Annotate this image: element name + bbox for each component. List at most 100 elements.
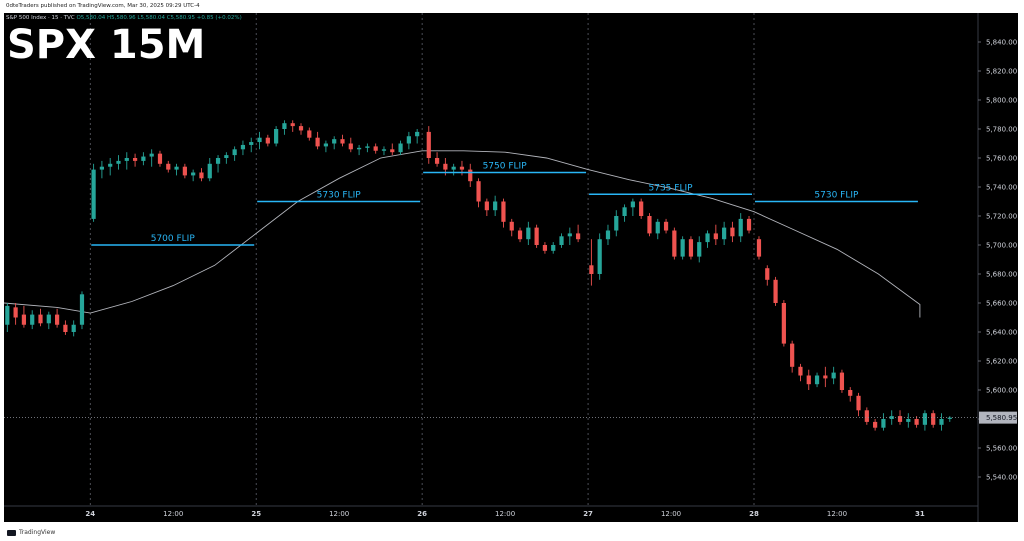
candle-body — [622, 207, 627, 216]
candle-body — [282, 123, 287, 129]
tradingview-brand: TradingView — [19, 529, 56, 536]
candle-body — [848, 390, 853, 396]
time-axis-background — [4, 506, 978, 522]
candle-body — [199, 172, 204, 179]
candle-body — [939, 419, 944, 425]
candle-body — [166, 163, 171, 170]
candle-body — [257, 137, 262, 143]
y-tick-label: 5,800.00 — [986, 97, 1017, 105]
candle-body — [182, 166, 187, 176]
candle-body — [765, 268, 770, 280]
candle-body — [116, 160, 121, 164]
candle-body — [756, 239, 762, 257]
published-text: 0dteTraders published on TradingView.com… — [6, 3, 200, 9]
candle-body — [232, 149, 237, 156]
candle-body — [823, 375, 828, 379]
candle-body — [589, 265, 594, 274]
candle-body — [415, 131, 420, 137]
candle-body — [215, 158, 221, 164]
candle-body — [406, 136, 411, 144]
flip-level-label: 5700 FLIP — [151, 234, 196, 244]
candle-body — [501, 201, 506, 222]
candle-body — [914, 419, 919, 425]
candle-body — [5, 305, 10, 325]
y-tick-label: 5,560.00 — [986, 445, 1017, 453]
candle-body — [46, 314, 51, 324]
candle-body — [509, 221, 514, 231]
x-tick-label: 28 — [749, 510, 759, 518]
candle-body — [240, 144, 246, 150]
candle-body — [274, 129, 279, 144]
moving-average-line — [3, 150, 921, 318]
candle-body — [108, 163, 113, 167]
y-tick-label: 5,740.00 — [986, 184, 1017, 192]
candle-body — [746, 218, 752, 231]
candle-body — [605, 230, 611, 240]
candle-body — [790, 343, 795, 367]
ohlc-legend: S&P 500 Index · 15 · TVC O5,580.04 H5,58… — [6, 15, 242, 21]
candle-body — [398, 143, 403, 153]
candle-body — [551, 245, 556, 251]
last-price-label: 5,580.95 — [986, 414, 1017, 422]
candle-body — [207, 163, 212, 179]
y-tick-label: 5,600.00 — [986, 387, 1017, 395]
candle-body — [630, 201, 635, 208]
candle-body — [517, 230, 523, 240]
candle-body — [881, 419, 886, 428]
tradingview-logo-icon — [7, 529, 16, 536]
candle-body — [443, 163, 448, 170]
candle-body — [614, 216, 619, 231]
candle-body — [468, 169, 473, 182]
footer-bar — [0, 527, 1024, 541]
candle-body — [814, 375, 820, 385]
candle-body — [54, 314, 60, 325]
candle-body — [730, 227, 735, 237]
candle-body — [451, 166, 456, 170]
x-tick-label: 12:00 — [661, 510, 681, 518]
x-tick-label: 26 — [417, 510, 427, 518]
candle-body — [426, 131, 431, 158]
candle-body — [315, 137, 320, 147]
y-tick-label: 5,760.00 — [986, 155, 1017, 163]
candle-body — [722, 227, 727, 240]
candle-body — [30, 314, 35, 325]
x-tick-label: 31 — [915, 510, 925, 518]
y-tick-label: 5,640.00 — [986, 329, 1017, 337]
candle-body — [672, 230, 677, 257]
candle-body — [290, 123, 295, 127]
candle-body — [434, 158, 440, 164]
candle-body — [459, 166, 465, 170]
candle-body — [559, 236, 564, 245]
x-tick-label: 24 — [85, 510, 95, 518]
candle-body — [705, 233, 710, 243]
candle-body — [856, 395, 861, 411]
candle-body — [639, 201, 644, 216]
candle-body — [356, 147, 362, 150]
flip-level-label: 5730 FLIP — [317, 191, 362, 201]
candle-body — [157, 153, 163, 164]
candle-body — [542, 245, 548, 251]
flip-level-label: 5730 FLIP — [814, 191, 859, 201]
candle-body — [647, 216, 652, 234]
candle-body — [149, 153, 154, 157]
candle-body — [697, 242, 702, 257]
x-tick-label: 25 — [251, 510, 261, 518]
candle-body — [71, 324, 76, 332]
y-tick-label: 5,840.00 — [986, 39, 1017, 47]
y-tick-label: 5,820.00 — [986, 68, 1017, 76]
candle-body — [132, 158, 138, 161]
price-axis-background — [978, 13, 1018, 522]
candle-body — [307, 130, 312, 138]
y-tick-label: 5,720.00 — [986, 213, 1017, 221]
candle-body — [124, 158, 129, 161]
candle-body — [534, 227, 539, 245]
candle-body — [373, 146, 378, 151]
candle-body — [224, 155, 229, 158]
x-tick-label: 12:00 — [163, 510, 183, 518]
y-tick-label: 5,620.00 — [986, 358, 1017, 366]
candle-body — [663, 221, 669, 231]
candle-body — [332, 139, 337, 144]
candle-body — [79, 294, 85, 325]
candle-body — [340, 139, 345, 144]
